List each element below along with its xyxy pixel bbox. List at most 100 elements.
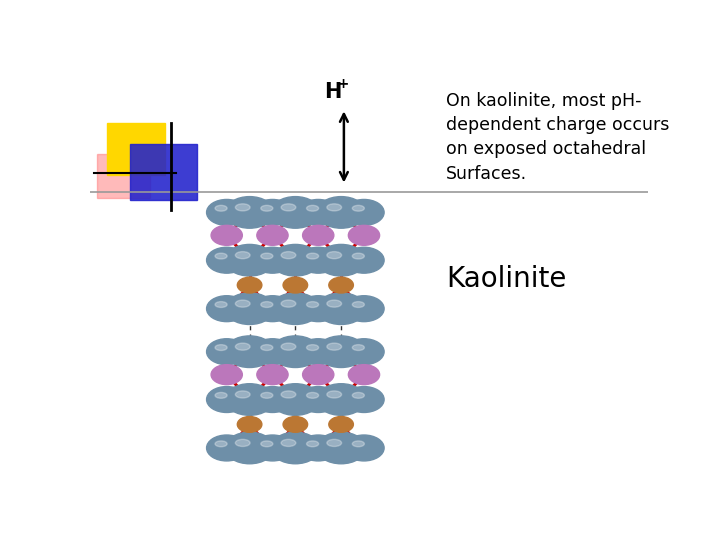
Ellipse shape: [327, 343, 341, 350]
Ellipse shape: [283, 416, 307, 433]
Ellipse shape: [307, 393, 319, 399]
Ellipse shape: [352, 205, 364, 211]
Ellipse shape: [298, 387, 338, 413]
Ellipse shape: [225, 197, 274, 228]
Ellipse shape: [302, 225, 334, 245]
Ellipse shape: [261, 345, 273, 350]
Bar: [96, 154, 150, 198]
Ellipse shape: [317, 432, 366, 464]
Ellipse shape: [298, 435, 338, 461]
Bar: [107, 123, 166, 175]
Ellipse shape: [211, 225, 243, 245]
Ellipse shape: [235, 391, 250, 398]
Ellipse shape: [281, 204, 296, 211]
Ellipse shape: [352, 345, 364, 350]
Ellipse shape: [235, 300, 250, 307]
Text: On kaolinite, most pH-
dependent charge occurs
on exposed octahedral
Surfaces.: On kaolinite, most pH- dependent charge …: [446, 92, 670, 183]
Ellipse shape: [307, 205, 319, 211]
Ellipse shape: [317, 293, 366, 325]
Ellipse shape: [327, 300, 341, 307]
Ellipse shape: [252, 435, 292, 461]
Bar: [130, 144, 197, 200]
Ellipse shape: [215, 441, 227, 447]
Ellipse shape: [307, 253, 319, 259]
Ellipse shape: [348, 364, 379, 384]
Ellipse shape: [257, 364, 288, 384]
Ellipse shape: [225, 293, 274, 325]
Ellipse shape: [281, 300, 296, 307]
Ellipse shape: [307, 345, 319, 350]
Ellipse shape: [281, 252, 296, 259]
Ellipse shape: [225, 384, 274, 415]
Ellipse shape: [352, 441, 364, 447]
Ellipse shape: [348, 225, 379, 245]
Ellipse shape: [225, 245, 274, 276]
Ellipse shape: [261, 441, 273, 447]
Ellipse shape: [307, 441, 319, 447]
Ellipse shape: [344, 199, 384, 225]
Text: H: H: [324, 82, 341, 102]
Ellipse shape: [225, 336, 274, 368]
Ellipse shape: [317, 245, 366, 276]
Ellipse shape: [298, 296, 338, 322]
Ellipse shape: [327, 440, 341, 447]
Ellipse shape: [281, 343, 296, 350]
Ellipse shape: [344, 339, 384, 364]
Ellipse shape: [271, 197, 320, 228]
Ellipse shape: [235, 252, 250, 259]
Ellipse shape: [252, 339, 292, 364]
Ellipse shape: [271, 336, 320, 368]
Ellipse shape: [215, 302, 227, 307]
Ellipse shape: [327, 252, 341, 259]
Ellipse shape: [261, 302, 273, 307]
Ellipse shape: [207, 387, 247, 413]
Ellipse shape: [252, 199, 292, 225]
Ellipse shape: [302, 364, 334, 384]
Ellipse shape: [252, 247, 292, 273]
Ellipse shape: [298, 199, 338, 225]
Ellipse shape: [215, 253, 227, 259]
Ellipse shape: [207, 339, 247, 364]
Ellipse shape: [235, 204, 250, 211]
Ellipse shape: [215, 205, 227, 211]
Ellipse shape: [344, 435, 384, 461]
Ellipse shape: [261, 205, 273, 211]
Ellipse shape: [252, 296, 292, 322]
Ellipse shape: [281, 440, 296, 447]
Ellipse shape: [271, 432, 320, 464]
Ellipse shape: [238, 277, 262, 293]
Ellipse shape: [271, 245, 320, 276]
Ellipse shape: [238, 416, 262, 433]
Ellipse shape: [329, 416, 354, 433]
Ellipse shape: [215, 345, 227, 350]
Ellipse shape: [235, 440, 250, 447]
Ellipse shape: [344, 387, 384, 413]
Text: +: +: [337, 77, 348, 91]
Ellipse shape: [211, 364, 243, 384]
Ellipse shape: [298, 339, 338, 364]
Ellipse shape: [329, 277, 354, 293]
Ellipse shape: [257, 225, 288, 245]
Ellipse shape: [207, 435, 247, 461]
Ellipse shape: [317, 197, 366, 228]
Ellipse shape: [215, 393, 227, 399]
Ellipse shape: [252, 387, 292, 413]
Ellipse shape: [298, 247, 338, 273]
Ellipse shape: [235, 343, 250, 350]
Ellipse shape: [207, 247, 247, 273]
Ellipse shape: [317, 336, 366, 368]
Ellipse shape: [281, 391, 296, 398]
Ellipse shape: [271, 384, 320, 415]
Ellipse shape: [344, 247, 384, 273]
Ellipse shape: [352, 253, 364, 259]
Ellipse shape: [261, 253, 273, 259]
Ellipse shape: [344, 296, 384, 322]
Ellipse shape: [307, 302, 319, 307]
Ellipse shape: [261, 393, 273, 399]
Ellipse shape: [283, 277, 307, 293]
Ellipse shape: [207, 296, 247, 322]
Ellipse shape: [352, 393, 364, 399]
Ellipse shape: [352, 302, 364, 307]
Ellipse shape: [327, 391, 341, 398]
Ellipse shape: [327, 204, 341, 211]
